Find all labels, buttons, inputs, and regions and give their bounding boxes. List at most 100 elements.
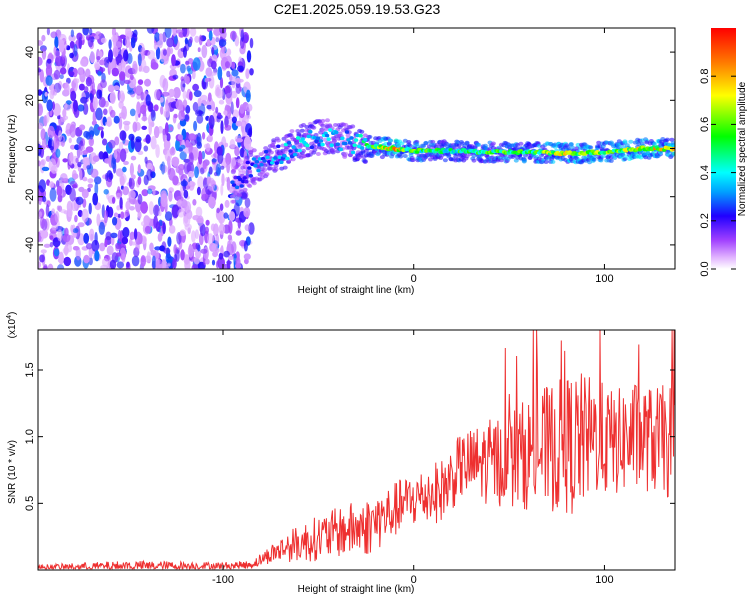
spectrogram-cell <box>166 258 173 264</box>
spectrogram-cell <box>224 124 232 131</box>
spectrogram-cell <box>65 100 72 105</box>
spectrogram-cell <box>122 227 130 238</box>
spectrogram-cell <box>204 78 208 83</box>
spectrogram-cell <box>140 104 147 115</box>
spectrogram-cell <box>67 208 73 218</box>
spectrogram-cell <box>137 176 142 186</box>
spectrogram-cell <box>240 29 244 42</box>
spectrogram-cell <box>221 87 226 100</box>
spectrogram-cell <box>137 193 143 205</box>
spectrogram-cell <box>598 158 604 163</box>
spectrogram-cell <box>146 169 153 181</box>
spectrogram-cell <box>147 188 153 195</box>
spectrogram-cell <box>137 79 144 85</box>
snr-xtick-label: -100 <box>212 574 234 586</box>
spectrogram-cell <box>670 141 675 145</box>
spectrogram-cell <box>215 163 222 175</box>
spectrogram-cell <box>236 78 244 83</box>
spectrogram-cell <box>57 264 65 269</box>
spectrogram-cell <box>162 222 166 235</box>
spectrogram-cell <box>442 158 448 163</box>
spectrogram-cell <box>237 65 244 72</box>
spectrogram-cell <box>40 128 46 141</box>
spectrogram-cell <box>200 94 208 102</box>
spectrogram-xtick-label: 0 <box>411 273 417 285</box>
colorbar-label: Normalized spectral amplitude <box>737 81 748 216</box>
spectrogram-cell <box>164 28 172 38</box>
spectrogram-cell <box>114 149 118 160</box>
spectrogram-cell <box>164 105 171 118</box>
snr-ticks: -100 0 100 0.5 1.0 1.5 <box>24 330 675 586</box>
spectrogram-cell <box>274 161 279 165</box>
snr-panel: -100 0 100 0.5 1.0 1.5 Height of straight lin… <box>6 312 676 595</box>
spectrogram-cell <box>664 137 670 142</box>
spectrogram-cell <box>67 244 72 253</box>
spectrogram-cell <box>104 158 110 164</box>
spectrogram-cell <box>100 79 107 89</box>
spectrogram-cell <box>223 250 230 258</box>
spectrogram-cell <box>155 46 161 60</box>
spectrogram-cell <box>60 173 68 182</box>
spectrogram-cell <box>219 77 224 89</box>
spectrogram-cell <box>399 141 405 146</box>
spectrogram-cell <box>96 89 102 99</box>
spectrogram-cell <box>146 162 153 171</box>
spectrogram-cell <box>306 134 311 139</box>
spectrogram-cell <box>49 241 54 248</box>
spectrogram-cell <box>121 105 127 120</box>
spectrogram-cell <box>94 63 101 71</box>
spectrogram-cell <box>103 108 108 116</box>
spectrogram-cell <box>180 180 188 187</box>
spectrogram-cell <box>38 197 42 206</box>
spectrogram-cell <box>103 189 109 195</box>
spectrogram-cell <box>245 160 250 165</box>
spectrogram-cell <box>145 134 151 144</box>
spectrogram-cell <box>45 155 51 162</box>
spectrogram-cell <box>285 156 290 161</box>
spectrogram-cell <box>83 86 89 93</box>
spectrogram-cell <box>196 141 202 149</box>
spectrogram-cell <box>219 246 224 254</box>
spectrogram-cell <box>129 206 135 211</box>
spectrogram-cell <box>38 103 44 116</box>
spectrogram-cell <box>137 164 141 174</box>
spectrogram-cell <box>273 163 279 168</box>
spectrogram-cell <box>109 109 116 118</box>
spectrogram-cell <box>125 209 130 217</box>
spectrogram-cell <box>197 97 202 107</box>
spectrogram-cell <box>69 124 77 138</box>
spectrogram-cell <box>39 69 44 83</box>
spectrogram-cell <box>200 248 208 254</box>
spectrogram-cell <box>163 247 171 254</box>
spectrogram-cell <box>77 161 82 168</box>
spectrogram-cell <box>146 251 151 262</box>
spectrogram-cell <box>53 69 61 80</box>
spectrogram-cell <box>245 115 252 120</box>
spectrogram-cell <box>80 96 88 104</box>
spectrogram-cell <box>180 249 185 261</box>
spectrogram-cell <box>113 34 117 49</box>
spectrogram-cell <box>220 183 224 196</box>
spectrogram-cell <box>652 141 658 146</box>
spectrogram-cell <box>97 70 102 77</box>
spectrogram-cell <box>235 162 241 167</box>
spectrogram-cell <box>347 141 353 145</box>
spectrogram-cell <box>207 233 214 245</box>
spectrogram-cell <box>53 88 58 96</box>
spectrogram-cell <box>104 172 109 182</box>
spectrogram-cell <box>79 169 83 181</box>
spectrogram-cell <box>154 89 161 101</box>
colorbar-tick-label: 0.2 <box>699 213 711 228</box>
spectrogram-cell <box>215 106 219 114</box>
spectrogram-cell <box>256 168 261 173</box>
spectrogram-cell <box>346 138 351 142</box>
spectrogram-cell <box>241 170 247 175</box>
spectrogram-cell <box>191 70 196 80</box>
spectrogram-cell <box>62 233 71 243</box>
spectrogram-cell <box>179 144 186 150</box>
spectrogram-cell <box>152 188 156 196</box>
spectrogram-cell <box>241 131 248 137</box>
spectrogram-cell <box>68 137 72 144</box>
spectrogram-cell <box>69 187 76 202</box>
spectrogram-cell <box>45 204 50 217</box>
